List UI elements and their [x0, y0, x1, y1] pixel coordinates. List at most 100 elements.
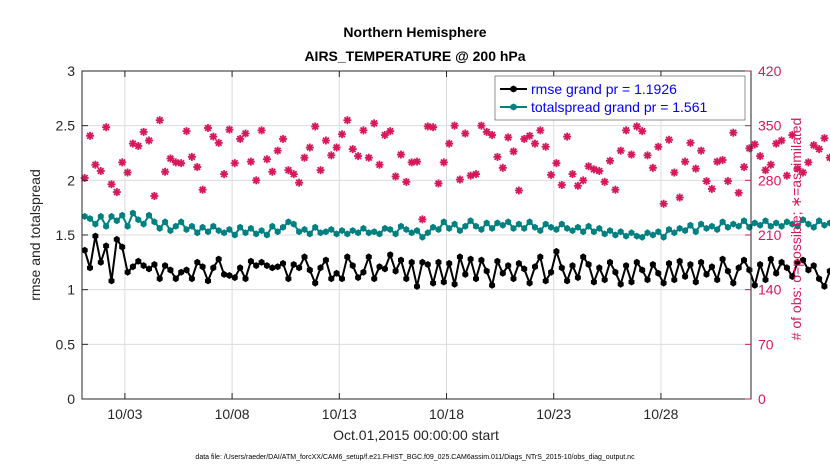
obs-count-point	[691, 164, 700, 173]
series-0-point	[590, 278, 597, 286]
series-0-point	[124, 268, 131, 276]
series-0-point	[296, 264, 303, 272]
series-0-point	[569, 262, 576, 270]
series-1-point	[365, 229, 372, 237]
obs-count-point	[563, 132, 572, 141]
series-1-point	[617, 228, 624, 236]
series-0-point	[735, 264, 742, 272]
series-1-point	[253, 230, 260, 238]
series-1-point	[333, 230, 340, 238]
y-right-tick-label-5: 350	[758, 118, 782, 134]
obs-count-point	[241, 129, 250, 138]
series-1-point	[687, 221, 694, 229]
series-0-point	[499, 269, 506, 277]
legend-marker-rmse	[510, 85, 517, 93]
series-1-point	[167, 227, 174, 235]
x-tick-label-5: 10/28	[643, 406, 678, 422]
obs-count-point	[504, 133, 513, 142]
obs-count-point	[268, 167, 277, 176]
y-tick-label-0: 0	[67, 391, 75, 407]
obs-count-point	[439, 158, 448, 167]
series-0-point	[119, 243, 126, 251]
series-1-point	[456, 227, 463, 235]
y-right-tick-label-1: 70	[758, 336, 774, 352]
obs-count-point	[611, 185, 620, 194]
series-1-point	[349, 227, 356, 235]
x-tick-label-4: 10/23	[536, 406, 571, 422]
obs-count-point	[729, 128, 738, 137]
series-0-point	[515, 259, 522, 267]
series-1-point	[682, 227, 689, 235]
series-0-point	[92, 232, 99, 240]
obs-count-point	[316, 166, 325, 175]
series-1-point	[714, 226, 721, 233]
series-1-point	[237, 223, 244, 231]
series-1-point	[269, 222, 276, 230]
series-1-point	[92, 220, 99, 228]
obs-count-point	[820, 134, 829, 143]
series-1-point	[258, 227, 265, 235]
series-1-point	[172, 222, 179, 230]
series-0-point	[526, 279, 533, 287]
obs-count-point	[198, 185, 207, 194]
legend-label-rmse: rmse grand pr = 1.1926	[531, 81, 677, 97]
obs-count-point	[793, 164, 802, 173]
series-1-point	[446, 224, 453, 232]
series-1-point	[162, 218, 169, 226]
series-0-point	[274, 263, 281, 271]
obs-count-point	[707, 184, 716, 193]
series-0-point	[194, 258, 201, 266]
obs-count-point	[659, 199, 668, 208]
series-1-point	[789, 220, 796, 228]
series-1-point	[317, 229, 324, 237]
series-0-point	[773, 269, 780, 277]
series-0-point	[146, 265, 152, 273]
series-1-point	[215, 227, 222, 235]
series-0-point	[349, 262, 356, 270]
obs-count-point	[488, 131, 497, 140]
obs-count-point	[246, 157, 255, 166]
obs-count-point	[616, 146, 625, 155]
obs-count-point	[702, 177, 711, 186]
series-1-point	[339, 227, 345, 235]
series-1-point	[146, 211, 152, 219]
obs-count-point	[654, 142, 663, 151]
series-0-point	[306, 266, 313, 274]
series-1-point	[210, 222, 217, 230]
series-0-point	[548, 268, 555, 276]
series-1-point	[140, 220, 147, 228]
x-tick-label-0: 10/03	[107, 406, 142, 422]
series-1-point	[564, 224, 571, 232]
obs-count-point	[364, 153, 373, 162]
series-0-point	[242, 275, 249, 283]
obs-count-point	[230, 159, 239, 168]
obs-count-point	[445, 139, 454, 148]
series-0-point	[328, 275, 335, 283]
series-1-point	[826, 219, 830, 227]
obs-count-point	[622, 126, 631, 135]
series-1-point	[521, 224, 528, 232]
obs-count-point	[123, 168, 132, 177]
series-1-point	[322, 228, 329, 236]
series-0-point	[108, 277, 115, 285]
obs-count-point	[102, 123, 111, 132]
obs-count-point	[697, 146, 706, 155]
chart-subtitle: AIRS_TEMPERATURE @ 200 hPa	[304, 48, 525, 64]
obs-count-point	[638, 127, 647, 136]
series-0-point	[489, 281, 496, 289]
series-0-point	[596, 264, 603, 272]
series-1-point	[623, 232, 630, 240]
y-tick-label-1: 0.5	[56, 336, 76, 352]
series-0-point	[639, 266, 646, 274]
series-0-point	[537, 253, 544, 261]
series-0-point	[226, 272, 233, 279]
obs-count-point	[300, 153, 309, 162]
series-1-point	[494, 219, 501, 227]
obs-count-point	[214, 138, 223, 147]
series-0-point	[762, 276, 769, 284]
series-0-point	[708, 263, 715, 271]
obs-count-point	[627, 150, 636, 159]
series-1-point	[762, 217, 769, 225]
obs-count-point	[557, 181, 566, 190]
